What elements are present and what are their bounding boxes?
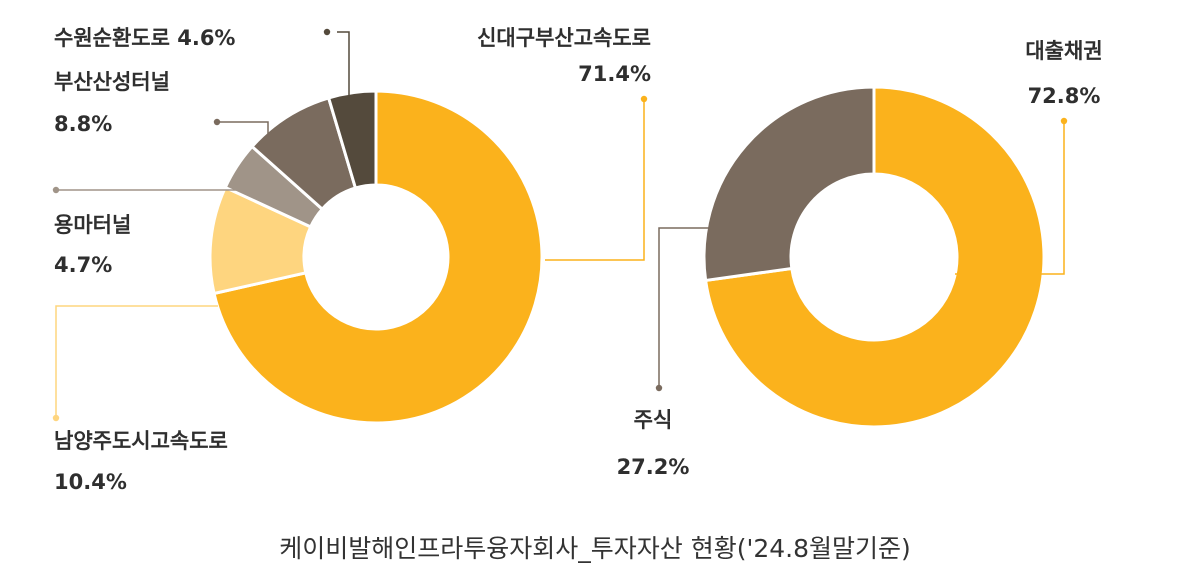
donut-slice-1-5 xyxy=(326,89,378,190)
leader-lines xyxy=(52,28,1068,422)
label-loans-value: 72.8% xyxy=(1028,84,1101,108)
label-stocks-value: 27.2% xyxy=(617,455,690,479)
leader-line-6 xyxy=(955,121,1065,275)
label-singdaegu-value: 71.4% xyxy=(578,62,651,86)
label-stocks-name: 주식 xyxy=(634,408,673,432)
label-singdaegu-name: 신대구부산고속도로 xyxy=(477,26,651,50)
label-yongma-value: 4.7% xyxy=(54,253,112,277)
leader-line-5 xyxy=(545,99,645,261)
donut-slice-2-2 xyxy=(702,85,876,283)
label-yongma-name: 용마터널 xyxy=(54,213,131,237)
donut-chart-asset-types xyxy=(702,85,1046,429)
leader-dot-3 xyxy=(52,186,60,194)
leader-dot-4 xyxy=(52,414,60,422)
leader-dot-5 xyxy=(640,95,648,103)
label-loans-name: 대출채권 xyxy=(1025,39,1102,63)
leader-dot-2 xyxy=(213,118,221,126)
slice-labels: 수원순환도로 4.6% 부산산성터널 8.8% 용마터널 4.7% 남양주도시고속도로 10… xyxy=(54,26,1103,494)
leader-dot-1 xyxy=(323,28,331,36)
leader-line-7 xyxy=(658,227,709,388)
leader-dot-6 xyxy=(1060,117,1068,125)
leader-line-2 xyxy=(217,121,269,137)
leader-line-4 xyxy=(55,305,218,418)
figure-caption: 케이비발해인프라투융자회사_투자자산 현황('24.8월말기준) xyxy=(279,534,911,563)
label-suwon: 수원순환도로 4.6% xyxy=(54,26,235,50)
donut-chart-road-assets xyxy=(208,89,544,425)
label-busan-sanseong-name: 부산산성터널 xyxy=(54,70,170,94)
donut-slice-2-1 xyxy=(703,85,1046,429)
label-busan-sanseong-value: 8.8% xyxy=(54,112,112,136)
label-namyangju-value: 10.4% xyxy=(54,470,127,494)
leader-line-1 xyxy=(337,31,350,98)
leader-dot-7 xyxy=(655,384,663,392)
label-namyangju-name: 남양주도시고속도로 xyxy=(54,429,228,453)
donut-slice-1-1 xyxy=(212,89,544,425)
